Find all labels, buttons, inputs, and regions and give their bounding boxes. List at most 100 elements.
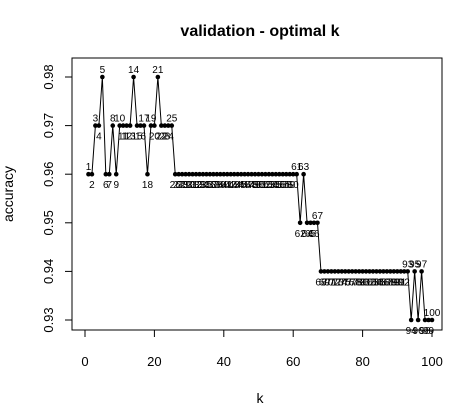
data-point [297,220,303,226]
data-point [221,171,227,177]
data-point [103,171,109,177]
point-label: 28 [177,180,189,191]
data-point [190,171,195,177]
point-label: 38 [211,180,223,191]
data-point [256,171,261,177]
data-point [294,171,299,177]
point-label: 14 [128,65,140,76]
point-label: 56 [274,180,286,191]
point-label: 19 [145,114,157,125]
x-axis: 0 20 40 60 80 100 [81,329,443,369]
data-point [89,171,95,177]
point-label: 61 [291,162,303,173]
data-point [415,317,421,323]
data-point [124,123,129,128]
point-label: 98 [419,326,431,337]
y-tick-label: 0.93 [41,307,56,332]
data-point [127,123,133,128]
data-point [200,171,206,177]
point-label: 85 [374,277,386,288]
point-label: 81 [361,277,373,288]
point-label: 63 [298,162,310,173]
point-label: 3 [93,114,99,125]
data-point [363,269,369,274]
data-point [429,317,435,323]
point-label: 52 [260,180,272,191]
data-point [346,269,352,274]
point-label: 50 [253,180,265,191]
data-point [183,171,188,177]
data-point [169,123,175,128]
x-tick-label: 20 [147,354,161,369]
point-label: 91 [395,277,407,288]
point-label: 26 [170,180,182,191]
data-point [242,171,247,177]
data-point [131,74,136,80]
data-point [165,123,171,128]
point-label: 37 [208,180,220,191]
data-point [311,220,317,226]
point-label: 79 [354,277,366,288]
data-point [86,171,91,177]
y-axis: 0.93 0.94 0.95 0.96 0.97 0.98 [41,64,73,333]
x-tick-label: 100 [421,354,443,369]
point-label: 46 [239,180,251,191]
data-point [145,171,150,177]
point-label: 70 [322,277,334,288]
point-label: 95 [409,259,421,270]
data-point [179,171,185,177]
data-point [318,269,324,274]
point-label: 90 [392,277,404,288]
x-tick-label: 40 [217,354,231,369]
data-point [304,220,310,226]
point-label: 30 [184,180,196,191]
point-label: 40 [218,180,230,191]
data-point [159,123,164,128]
point-label: 47 [243,180,255,191]
x-tick-label: 60 [286,354,300,369]
data-point [263,171,268,177]
point-label: 69 [319,277,331,288]
point-label: 57 [277,180,289,191]
data-point [395,269,400,274]
data-point [412,269,417,274]
point-label: 68 [315,277,327,288]
point-label: 41 [222,180,234,191]
point-label: 22 [156,132,168,143]
point-label: 29 [180,180,192,191]
point-label: 48 [246,180,258,191]
point-label: 59 [284,180,296,191]
data-point [113,171,119,177]
point-label: 27 [173,180,185,191]
point-label: 84 [371,277,383,288]
data-point [342,269,348,274]
data-point [211,171,216,177]
data-point [148,123,154,128]
data-point [259,171,265,177]
point-label: 7 [107,180,113,191]
point-label: 16 [135,132,147,143]
data-point [141,123,147,128]
data-point [339,269,345,274]
point-label: 76 [343,277,355,288]
data-point [349,269,355,274]
point-label: 25 [166,114,178,125]
data-point [176,171,181,177]
point-label: 54 [267,180,279,191]
data-point [370,269,376,274]
point-label: 45 [236,180,248,191]
data-point [384,269,390,274]
point-label: 21 [152,65,164,76]
data-point [228,171,234,177]
data-point [377,269,383,274]
data-point [308,220,313,226]
point-label: 74 [336,277,348,288]
point-label: 15 [131,132,143,143]
y-tick-label: 0.96 [41,162,56,187]
data-point [193,171,199,177]
data-point [283,171,289,177]
y-axis-label: accuracy [0,166,16,222]
point-label: 94 [406,326,418,337]
data-point [231,171,237,177]
